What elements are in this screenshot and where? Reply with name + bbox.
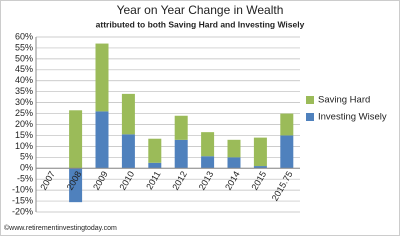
y-tick-label: 35% [15, 86, 33, 96]
y-tick-label: 50% [15, 53, 33, 63]
bar-segment [95, 43, 109, 112]
bar-segment [280, 113, 294, 136]
y-tick-label: -20% [12, 206, 33, 216]
bar-segment [201, 156, 215, 169]
y-tick-label: -10% [12, 185, 33, 195]
bar-segment [280, 135, 294, 169]
y-tick-label: 10% [15, 141, 33, 151]
bar-segment [148, 138, 162, 163]
bar-segment [253, 137, 267, 167]
watermark: ©www.retirementinvestingtoday.com [4, 224, 117, 232]
bar-segment [95, 111, 109, 169]
y-tick-label: 55% [15, 42, 33, 52]
y-tick-label: 15% [15, 130, 33, 140]
y-tick-label: 60% [15, 31, 33, 41]
bar-segment [148, 162, 162, 169]
y-tick-label: 25% [15, 108, 33, 118]
legend-label: Investing Wisely [318, 112, 387, 123]
y-tick-label: 45% [15, 64, 33, 74]
y-tick-label: 0% [20, 163, 33, 173]
bar-segment [227, 157, 241, 169]
chart-title: Year on Year Change in Wealth [117, 3, 284, 17]
bar-segment [174, 139, 188, 169]
y-tick-label: 5% [20, 152, 33, 162]
y-tick-label: -5% [17, 174, 33, 184]
y-tick-label: 40% [15, 75, 33, 85]
bar-segment [121, 134, 135, 169]
bar-segment [253, 166, 267, 169]
y-tick-label: 30% [15, 97, 33, 107]
legend-swatch [306, 96, 314, 104]
y-tick-label: 20% [15, 119, 33, 129]
bar-segment [201, 132, 215, 157]
bar-segment [69, 168, 83, 203]
bar-segment [227, 139, 241, 158]
legend-label: Saving Hard [318, 95, 370, 106]
y-tick-label: -15% [12, 195, 33, 205]
bar-segment [69, 110, 83, 169]
bar-segment [121, 93, 135, 135]
bar-segment [174, 115, 188, 140]
legend-swatch [306, 113, 314, 121]
chart-subtitle: attributed to both Saving Hard and Inves… [96, 19, 305, 29]
